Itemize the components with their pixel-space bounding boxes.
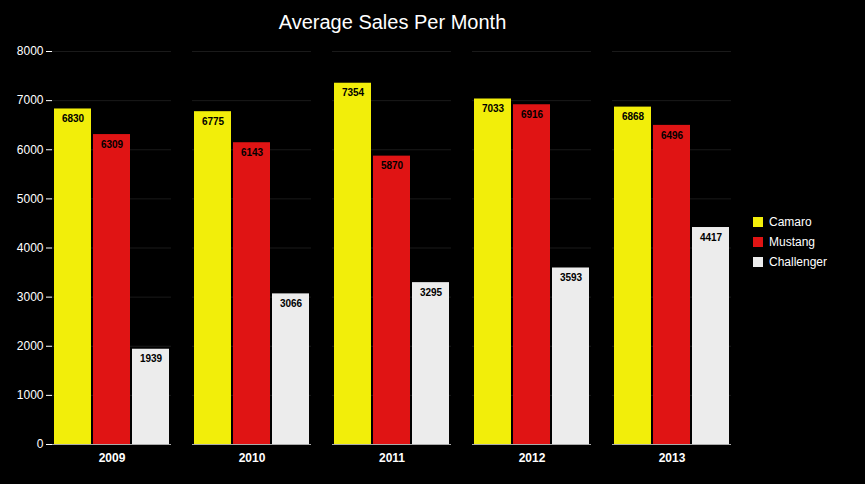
- svg-text:5870: 5870: [381, 160, 404, 171]
- svg-text:3593: 3593: [560, 272, 583, 283]
- html-text:Camaro: Camaro: [769, 215, 812, 229]
- svg-text:2011: 2011: [379, 451, 405, 465]
- svg-text:3000: 3000: [17, 290, 44, 304]
- svg-text:3066: 3066: [280, 298, 303, 309]
- svg-text:2000: 2000: [17, 339, 44, 353]
- svg-text:6143: 6143: [241, 147, 264, 158]
- svg-text:1939: 1939: [140, 353, 163, 364]
- svg-text:6916: 6916: [521, 109, 544, 120]
- svg-text:2013: 2013: [659, 451, 686, 465]
- svg-text:2010: 2010: [239, 451, 266, 465]
- svg-text:7354: 7354: [342, 87, 365, 98]
- svg-text:4417: 4417: [700, 232, 723, 243]
- svg-text:1000: 1000: [17, 388, 44, 402]
- svg-text:0: 0: [37, 437, 44, 451]
- svg-text:7033: 7033: [482, 103, 505, 114]
- svg-text:4000: 4000: [17, 241, 44, 255]
- svg-text:6775: 6775: [202, 116, 225, 127]
- html-text:Average Sales Per Month: Average Sales Per Month: [278, 11, 507, 33]
- svg-text:5000: 5000: [17, 192, 44, 206]
- html-text:Challenger: Challenger: [769, 255, 827, 269]
- svg-text:6309: 6309: [101, 139, 124, 150]
- svg-text:3295: 3295: [420, 287, 443, 298]
- svg-text:7000: 7000: [17, 93, 44, 107]
- svg-text:2009: 2009: [99, 451, 126, 465]
- html-text:Mustang: Mustang: [769, 235, 815, 249]
- svg-text:8000: 8000: [17, 44, 44, 58]
- svg-text:6868: 6868: [622, 111, 645, 122]
- svg-text:2012: 2012: [519, 451, 546, 465]
- svg-text:6000: 6000: [17, 143, 44, 157]
- svg-text:6496: 6496: [661, 130, 684, 141]
- svg-text:6830: 6830: [62, 113, 85, 124]
